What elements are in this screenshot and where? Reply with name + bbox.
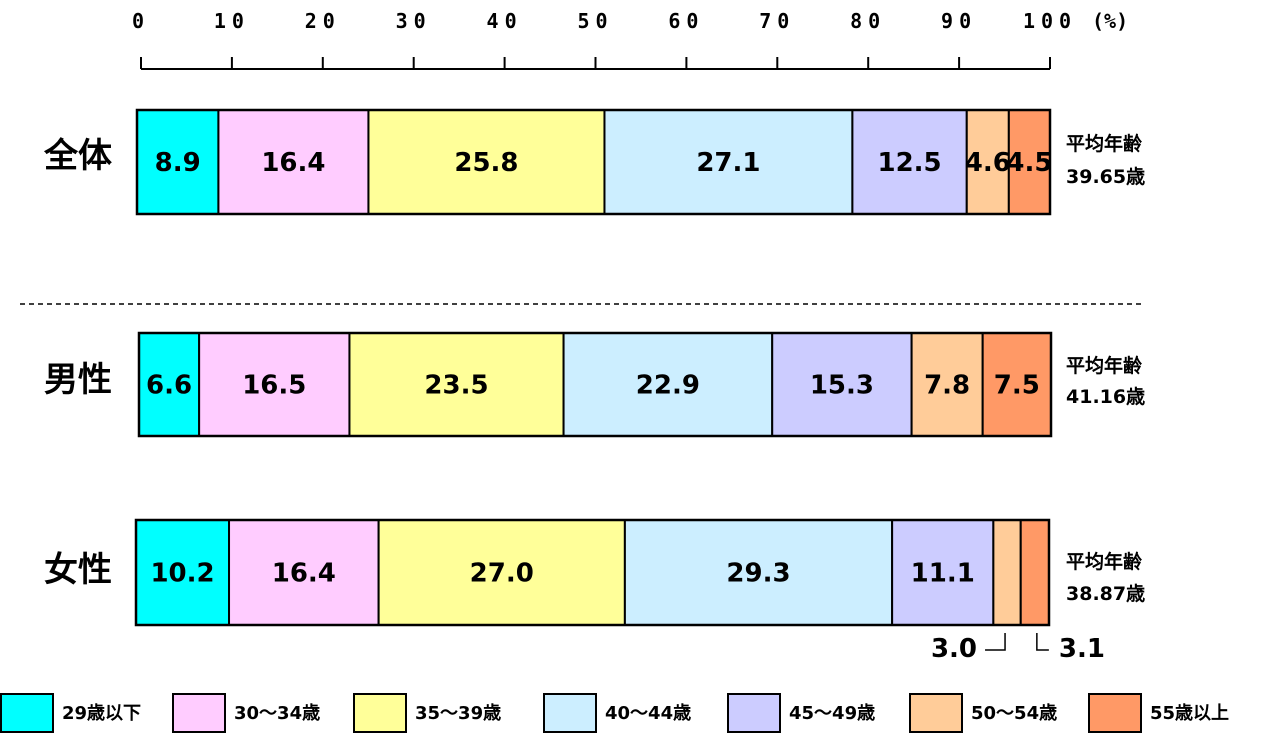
segment-value: 25.8 [454,148,518,178]
bar-outline [137,331,1053,438]
axis-tick-label: 50 [577,9,613,33]
legend-swatch [727,693,781,733]
segment-value: 12.5 [877,148,941,178]
average-age-label: 平均年齢 [1066,132,1143,155]
legend-swatch [353,693,407,733]
axis-tick-label: 90 [941,9,977,33]
average-age-value: 39.65歳 [1066,166,1145,188]
segment-value: 11.1 [911,559,975,589]
legend-item: 29歳以下 [0,693,141,733]
bar-segment [1007,109,1051,215]
bar-segment [1019,519,1051,626]
segment-value: 10.2 [150,559,214,589]
axis-tick-label: 10 [214,9,250,33]
bar-segment [198,332,351,437]
axis-tick-label: 0 [132,9,150,33]
legend: 29歳以下 30～34歳 35～39歳 40～44歳 45～49歳 50～54歳 55歳以上 [0,693,1229,733]
legend-swatch [543,693,597,733]
legend-item: 30～34歳 [172,693,320,733]
bar-row: 全体 8.9 16.4 25.8 27.1 12.5 4.64.5 平均年齢 39.65歳 [43,108,1145,216]
legend-label: 55歳以上 [1150,703,1229,724]
legend-item: 35～39歳 [353,693,501,733]
legend-item: 45～49歳 [727,693,875,733]
axis-tick-label: 80 [850,9,886,33]
segment-value: 15.3 [810,371,874,401]
axis-tick-label: 30 [396,9,432,33]
axis-tick-label: 20 [305,9,341,33]
segment-value: 7.8 [924,371,970,401]
segment-value: 16.4 [261,148,325,178]
segment-value: 3.1 [1059,634,1105,664]
bar-segment [992,519,1022,626]
segment-value: 4.5 [1006,148,1052,178]
segment-value: 27.0 [470,559,534,589]
legend-item: 50～54歳 [909,693,1057,733]
legend-label: 50～54歳 [971,703,1057,724]
segment-value: 4.6 [965,148,1011,178]
bar-outline [134,518,1051,627]
bar-row: 男性 6.6 16.5 23.5 22.9 15.3 7.8 7.5 平均年齢 41.16歳 [44,331,1145,438]
segment-value: 7.5 [994,371,1040,401]
segment-value: 16.4 [272,559,336,589]
legend-label: 45～49歳 [789,703,875,724]
segment-value: 16.5 [242,371,306,401]
bar-segment [136,109,220,215]
row-label: 全体 [43,136,112,176]
average-age-value: 38.87歳 [1066,583,1145,605]
row-label: 女性 [44,550,112,590]
axis-tick-label: 60 [668,9,704,33]
axis-tick-label: 40 [487,9,523,33]
segment-value: 22.9 [636,371,700,401]
bar-segment [135,519,231,626]
segment-value: 8.9 [155,148,201,178]
legend-swatch [172,693,226,733]
average-age-label: 平均年齢 [1066,550,1143,573]
legend-label: 29歳以下 [62,703,141,724]
segment-value: 3.0 [931,634,977,664]
leader-line [985,633,1006,651]
legend-item: 40～44歳 [543,693,691,733]
bar-segment [891,519,995,626]
axis-tick-label: 70 [759,9,795,33]
legend-swatch [909,693,963,733]
segment-value: 29.3 [726,559,790,589]
segment-value: 6.6 [146,371,192,401]
percent-axis: 0 10 20 30 40 50 60 70 80 90 100 (%) [132,9,1128,70]
axis-unit: (%) [1092,9,1128,33]
legend-item: 55歳以上 [1088,693,1229,733]
average-age-value: 41.16歳 [1066,386,1145,408]
axis-tick-label: 100 [1023,9,1077,33]
legend-label: 35～39歳 [415,703,501,724]
legend-swatch [1088,693,1142,733]
bar-row: 女性 10.2 16.4 27.0 29.3 11.1 3.0 3.1 平均年齢 38.87歳 [44,518,1145,664]
segment-value: 23.5 [424,371,488,401]
legend-label: 30～34歳 [234,703,320,724]
leader-line [1036,633,1049,651]
legend-label: 40～44歳 [605,703,691,724]
row-label: 男性 [44,360,112,400]
segment-value: 27.1 [696,148,760,178]
average-age-label: 平均年齢 [1066,354,1143,377]
bar-outline [135,108,1052,216]
bar-segment [981,332,1052,437]
legend-swatch [0,693,54,733]
